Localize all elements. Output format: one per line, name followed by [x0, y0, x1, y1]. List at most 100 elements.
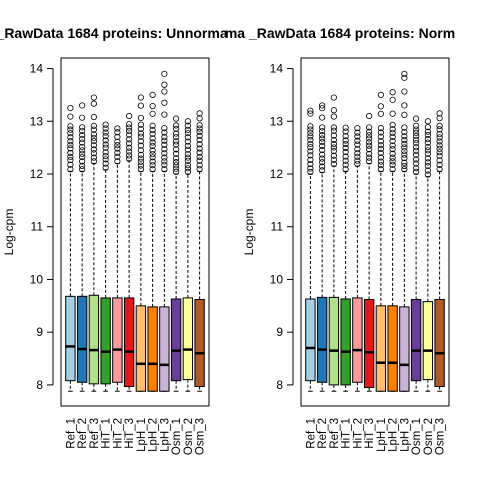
outlier-point	[79, 158, 86, 165]
outlier-point	[79, 124, 86, 131]
x-category-label: Osm_3	[435, 418, 447, 455]
outlier-point	[436, 149, 443, 156]
outlier-point	[161, 166, 168, 173]
outlier-point	[161, 141, 168, 148]
outlier-point	[184, 168, 191, 175]
outlier-point	[319, 114, 326, 121]
x-category-label: Osm_2	[183, 418, 195, 455]
y-axis-label: Log-cpm	[2, 209, 16, 256]
outlier-point	[436, 134, 443, 141]
outlier-point	[424, 131, 431, 139]
outlier-point	[173, 159, 180, 166]
outlier-point	[354, 129, 361, 136]
outlier-point	[79, 127, 86, 134]
outlier-point	[330, 107, 337, 114]
outlier-point	[307, 168, 314, 175]
outlier-point	[342, 157, 349, 164]
outlier-point	[161, 111, 168, 118]
outlier-point	[342, 137, 349, 144]
outlier-point	[161, 125, 168, 132]
outlier-point	[90, 142, 97, 149]
outlier-point	[161, 158, 168, 165]
outlier-point	[330, 147, 337, 155]
outlier-point	[102, 137, 109, 144]
outlier-point	[79, 114, 86, 121]
outlier-point	[413, 139, 420, 147]
x-category-label: LpH_3	[159, 418, 171, 452]
outlier-point	[161, 81, 168, 88]
outlier-point	[424, 139, 431, 146]
outlier-point	[330, 132, 337, 139]
outlier-point	[79, 162, 86, 169]
box-body	[88, 294, 100, 385]
outlier-point	[149, 150, 156, 158]
y-tick-label: 14	[30, 62, 44, 76]
outlier-point	[173, 162, 180, 169]
outlier-point	[354, 157, 361, 164]
y-tick-label: 8	[276, 378, 283, 392]
outlier-point	[137, 133, 144, 140]
outlier-point	[173, 133, 180, 141]
outlier-point	[342, 153, 349, 160]
outlier-point	[413, 132, 420, 140]
box-HiT_1	[340, 124, 351, 392]
outlier-point	[307, 133, 314, 140]
outlier-point	[401, 159, 408, 166]
outlier-point	[330, 136, 337, 144]
outlier-point	[307, 148, 314, 155]
box-Osm_2	[422, 118, 434, 392]
y-tick-label: 13	[30, 114, 44, 128]
outlier-point	[137, 114, 144, 122]
outlier-point	[342, 133, 349, 140]
outlier-point	[413, 151, 420, 158]
outlier-point	[424, 150, 431, 157]
outlier-point	[196, 132, 203, 140]
outlier-point	[196, 145, 203, 152]
chart-title: ma _RawData 1684 proteins: Unnorma	[0, 25, 228, 41]
outlier-point	[173, 141, 180, 148]
outlier-point	[319, 138, 326, 146]
outlier-point	[137, 166, 144, 173]
outlier-point	[307, 129, 314, 137]
outlier-point	[173, 125, 180, 133]
boxplot-panel-unnormalized: ma _RawData 1684 proteins: Unnorma Log-cp…	[0, 25, 228, 455]
outlier-point	[149, 162, 156, 169]
outlier-point	[424, 118, 431, 125]
outlier-point	[330, 152, 337, 159]
outlier-point	[377, 142, 384, 149]
outlier-point	[366, 112, 373, 120]
y-tick-label: 10	[270, 272, 284, 286]
outlier-point	[114, 145, 121, 152]
outlier-point	[389, 89, 396, 96]
outlier-point	[137, 158, 144, 165]
outlier-point	[173, 168, 180, 175]
box-Osm_1	[170, 115, 182, 392]
y-tick-label: 12	[270, 167, 284, 181]
outlier-point	[137, 102, 144, 109]
outlier-point	[149, 130, 156, 137]
outlier-point	[342, 128, 349, 135]
outlier-point	[67, 149, 74, 157]
outlier-point	[307, 136, 314, 144]
x-category-label: Osm_3	[195, 418, 207, 455]
outlier-point	[67, 104, 74, 112]
outlier-point	[126, 136, 133, 143]
outlier-point	[401, 124, 408, 131]
outlier-point	[389, 146, 396, 153]
outlier-point	[401, 70, 408, 77]
outlier-point	[436, 126, 443, 133]
outlier-point	[90, 134, 97, 141]
outlier-point	[366, 142, 373, 149]
outlier-point	[366, 132, 373, 139]
outlier-point	[114, 129, 121, 136]
outlier-point	[114, 149, 121, 156]
outlier-point	[307, 107, 314, 114]
outlier-point	[436, 110, 443, 117]
outlier-point	[319, 142, 326, 150]
x-category-label: HiT_2	[112, 418, 124, 449]
outlier-point	[126, 155, 133, 162]
outlier-point	[196, 162, 203, 169]
outlier-point	[413, 165, 420, 172]
outlier-point	[67, 161, 74, 168]
